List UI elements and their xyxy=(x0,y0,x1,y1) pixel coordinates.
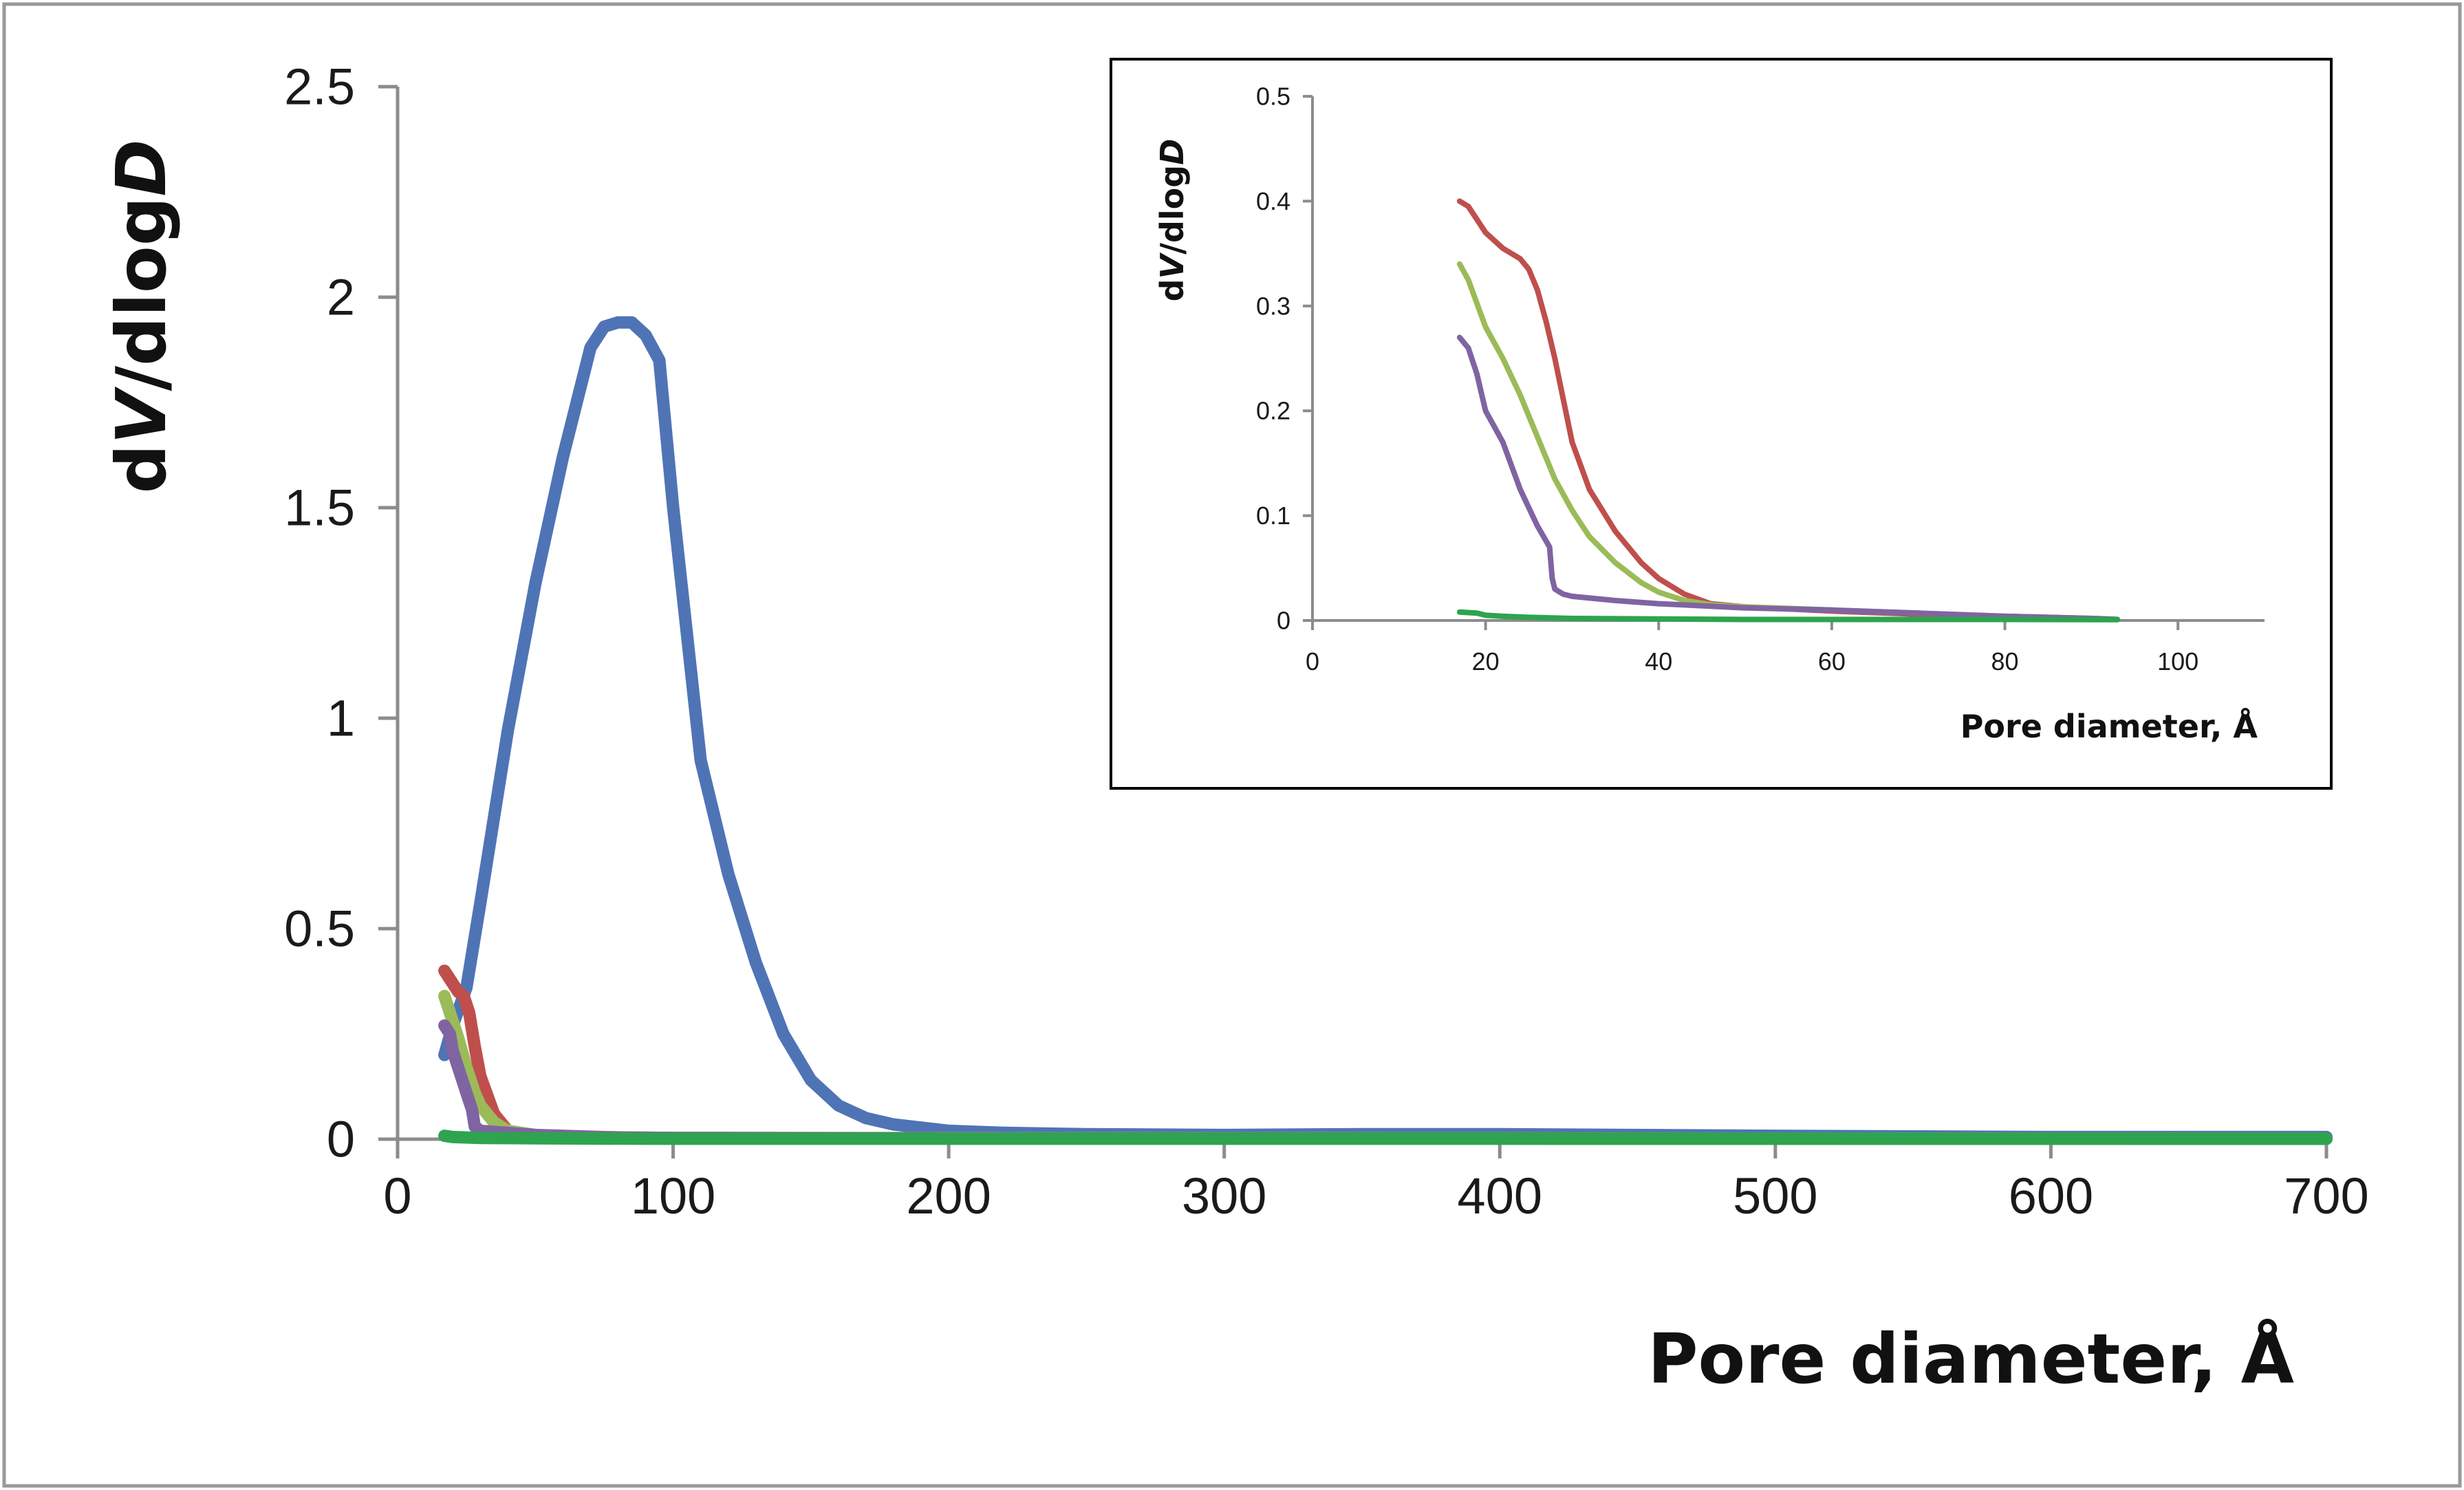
main-x-tick-label: 300 xyxy=(1182,1167,1266,1224)
inset-y-tick-label: 0.2 xyxy=(1256,397,1290,425)
main-x-tick-label: 700 xyxy=(2284,1167,2368,1224)
inset-x-tick-label: 60 xyxy=(1818,647,1846,676)
main-x-tick-label: 600 xyxy=(2009,1167,2093,1224)
inset-x-tick-label: 0 xyxy=(1306,647,1319,676)
inset-x-tick-label: 20 xyxy=(1472,647,1500,676)
main-y-tick-label: 1.5 xyxy=(284,479,355,537)
main-x-tick-label: 400 xyxy=(1458,1167,1542,1224)
main-y-axis-label: dV/dlogD xyxy=(101,140,182,494)
main-x-tick-label: 100 xyxy=(631,1167,715,1224)
inset-x-tick-label: 80 xyxy=(1991,647,2019,676)
inset-y-tick-label: 0.3 xyxy=(1256,292,1290,320)
inset-y-tick-label: 0.4 xyxy=(1256,187,1290,215)
main-y-tick-label: 0 xyxy=(327,1111,355,1168)
main-x-axis-label: Pore diameter, Å xyxy=(1647,1319,2294,1399)
inset-y-axis-label: dV/dlogD xyxy=(1154,139,1191,302)
main-x-tick-label: 200 xyxy=(906,1167,991,1224)
main-y-tick-label: 1 xyxy=(327,690,355,747)
inset-series-purple xyxy=(1456,334,2121,623)
inset-frame xyxy=(1110,58,2333,790)
inset-x-tick-label: 40 xyxy=(1645,647,1672,676)
main-x-tick-label: 0 xyxy=(383,1167,411,1224)
inset-chart: 0 0.1 0.2 0.3 0.4 0.5 0 20 40 60 80 100 Pore diamete… xyxy=(1110,58,2333,790)
main-y-tick-label: 2.5 xyxy=(284,58,355,116)
main-x-tick-label: 500 xyxy=(1733,1167,1817,1224)
inset-y-tick-label: 0 xyxy=(1277,607,1290,635)
inset-x-axis-label: Pore diameter, Å xyxy=(1960,708,2258,745)
inset-series-green xyxy=(1456,609,2121,623)
main-y-tick-label: 0.5 xyxy=(284,900,355,958)
main-y-tick-label: 2 xyxy=(327,269,355,326)
main-series-green xyxy=(438,1130,2333,1145)
inset-y-tick-label: 0.1 xyxy=(1256,501,1290,530)
inset-x-tick-label: 100 xyxy=(2157,647,2198,676)
inset-y-tick-label: 0.5 xyxy=(1256,83,1290,111)
